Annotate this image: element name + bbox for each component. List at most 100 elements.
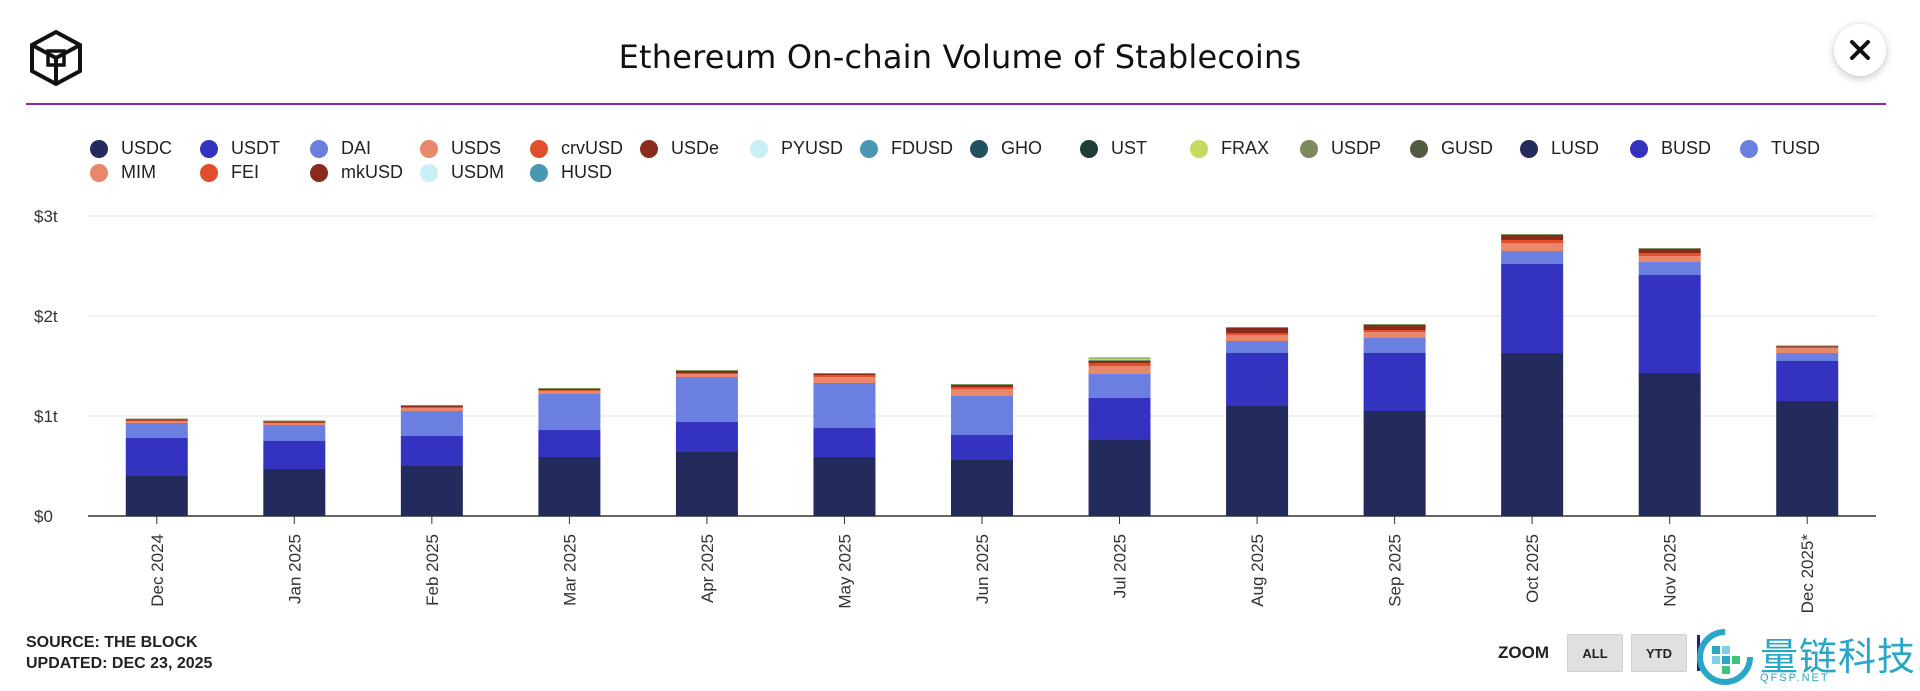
bar-segment-crvusd (400, 407, 463, 408)
bar-segment-frax (125, 418, 188, 420)
close-button[interactable] (1834, 24, 1886, 76)
legend-item-frax[interactable]: FRAX (1190, 138, 1300, 158)
bar-segment-usdp (951, 384, 1013, 385)
x-tick-label: Sep 2025 (1386, 534, 1405, 607)
legend-label: mkUSD (341, 162, 403, 182)
x-tick-label: Oct 2025 (1523, 534, 1542, 603)
bar-segment-usdp (813, 373, 876, 374)
legend-label: USDe (671, 138, 720, 158)
x-tick-label: Apr 2025 (698, 534, 717, 603)
bar-segment-usdp (1638, 248, 1701, 249)
bar-segment-gho (1088, 360, 1151, 361)
bar-segment-usde (1776, 346, 1839, 347)
legend-item-busd[interactable]: BUSD (1630, 138, 1740, 158)
zoom-all-button[interactable]: ALL (1567, 634, 1623, 672)
legend-item-usdp[interactable]: USDP (1300, 138, 1410, 158)
legend-swatch (860, 139, 878, 158)
legend-label: HUSD (561, 162, 613, 182)
bar-segment-usds (1501, 243, 1564, 251)
legend-label: LUSD (1551, 138, 1600, 158)
bar-segment-dai (1088, 374, 1151, 398)
bar-segment-usdc (125, 476, 188, 516)
legend-item-gusd[interactable]: GUSD (1410, 138, 1520, 158)
legend-swatch (310, 163, 328, 182)
legend-label: TUSD (1771, 138, 1820, 158)
bar-segment-usdp (125, 418, 188, 419)
bar-segment-usdt (400, 436, 463, 466)
bar-segment-crvusd (951, 387, 1013, 389)
legend-item-usdt[interactable]: USDT (200, 138, 310, 158)
bar-segment-dai (1501, 251, 1564, 264)
bar-segment-usde (1501, 235, 1564, 240)
legend-swatch (970, 139, 988, 158)
bar-segment-usde (263, 421, 326, 423)
bar-segment-usds (1638, 256, 1701, 262)
bar-segment-frax (1501, 234, 1564, 235)
legend-item-mkusd[interactable]: mkUSD (310, 162, 420, 182)
bar-segment-dai (538, 394, 601, 430)
bar-segment-usdt (538, 430, 601, 457)
bar-segment-usde (400, 406, 463, 407)
bar-segment-usdp (1776, 345, 1839, 346)
legend-swatch (200, 163, 218, 182)
legend-label: USDC (121, 138, 173, 158)
bar-segment-usdp (263, 420, 326, 421)
chart-header: Ethereum On-chain Volume of Stablecoins (0, 0, 1920, 106)
legend-label: BUSD (1661, 138, 1712, 158)
zoom-ytd-button[interactable]: YTD (1631, 634, 1687, 672)
bar-segment-usds (1226, 335, 1289, 341)
bar-segment-usdc (263, 469, 326, 516)
bar-segment-crvusd (538, 390, 601, 391)
legend-swatch (420, 139, 438, 158)
legend-item-husd[interactable]: HUSD (530, 162, 640, 182)
bar-segment-usds (813, 377, 876, 383)
bar-segment-dai (263, 425, 326, 441)
legend-item-usds[interactable]: USDS (420, 138, 530, 158)
bar-segment-frax (813, 373, 876, 374)
updated-text: UPDATED: DEC 23, 2025 (26, 655, 213, 672)
bar-segment-usdc (951, 460, 1013, 516)
legend-item-pyusd[interactable]: PYUSD (750, 138, 860, 158)
legend-label: DAI (341, 138, 372, 158)
bar-segment-crvusd (1638, 253, 1701, 256)
bar-segment-usdc (1776, 401, 1839, 516)
x-tick-label: Dec 2024 (148, 534, 167, 607)
legend-swatch (310, 139, 328, 158)
legend-item-dai[interactable]: DAI (310, 138, 420, 158)
chart-legend: USDC USDT DAI USDS crvUSD USDe PYUSD FDUSD GHO US… (90, 138, 1850, 182)
legend-swatch (200, 139, 218, 158)
bar-segment-frax (538, 388, 601, 389)
bar-segment-crvusd (125, 420, 188, 421)
bar-segment-usdp (675, 370, 738, 371)
x-tick-label: Mar 2025 (560, 534, 579, 606)
bar-segment-usdc (1226, 406, 1289, 516)
legend-item-crvusd[interactable]: crvUSD (530, 138, 640, 158)
bar-segment-usdt (125, 438, 188, 476)
y-tick-label: $1t (34, 407, 58, 426)
bar-segment-usdt (263, 441, 326, 469)
legend-item-usde[interactable]: USDe (640, 138, 750, 158)
x-tick-label: Aug 2025 (1248, 534, 1267, 607)
legend-item-usdm[interactable]: USDM (420, 162, 530, 182)
bar-segment-dai (1638, 262, 1701, 275)
watermark-url: QFSP.NET (1760, 672, 1830, 684)
bar-segment-usdt (1501, 264, 1564, 353)
legend-item-fei[interactable]: FEI (200, 162, 310, 182)
bar-segment-usdc (400, 466, 463, 516)
bar-segment-usdc (813, 457, 876, 516)
legend-label: USDP (1331, 138, 1382, 158)
legend-item-fdusd[interactable]: FDUSD (860, 138, 970, 158)
legend-item-ust[interactable]: UST (1080, 138, 1190, 158)
bar-segment-usdp (400, 405, 463, 406)
bar-segment-crvusd (1088, 363, 1151, 366)
bar-segment-usdp (1088, 357, 1151, 359)
bar-segment-crvusd (1226, 333, 1289, 335)
bar-segment-frax (951, 384, 1013, 385)
legend-item-usdc[interactable]: USDC (90, 138, 200, 158)
zoom-controls: ZOOM ALL YTD (1498, 634, 1700, 672)
legend-item-tusd[interactable]: TUSD (1740, 138, 1850, 158)
bar-segment-usds (400, 408, 463, 411)
legend-item-mim[interactable]: MIM (90, 162, 200, 182)
legend-item-lusd[interactable]: LUSD (1520, 138, 1630, 158)
legend-item-gho[interactable]: GHO (970, 138, 1080, 158)
